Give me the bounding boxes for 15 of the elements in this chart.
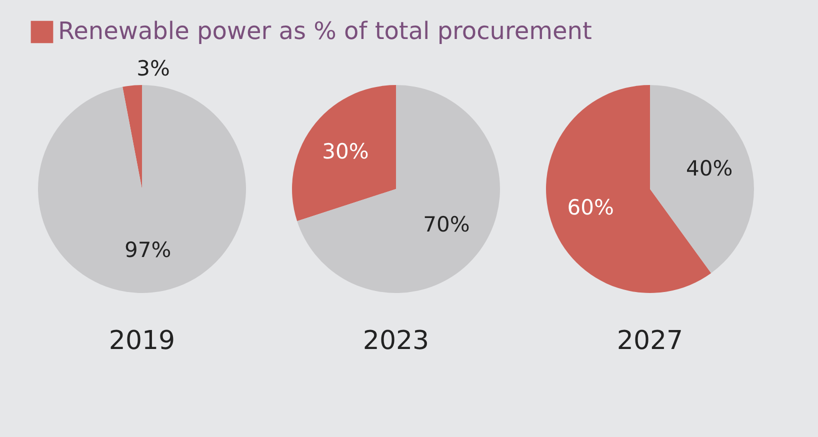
text: 2027 <box>616 326 684 356</box>
data-label: 30% <box>322 139 369 164</box>
pie-slice <box>38 85 246 293</box>
data-label: 3% <box>136 56 170 81</box>
data-label: 40% <box>686 156 733 181</box>
pie-slice <box>650 85 754 274</box>
data-label: 60% <box>567 195 614 220</box>
pie-slice <box>297 85 500 293</box>
pie-slice <box>292 85 396 222</box>
legend-label: Renewable power as % of total procurement <box>58 17 592 45</box>
data-label: 70% <box>423 212 470 237</box>
text: 2023 <box>362 326 430 356</box>
pie-slice <box>122 85 142 189</box>
text: 2019 <box>108 326 176 356</box>
data-label: 97% <box>124 238 172 262</box>
